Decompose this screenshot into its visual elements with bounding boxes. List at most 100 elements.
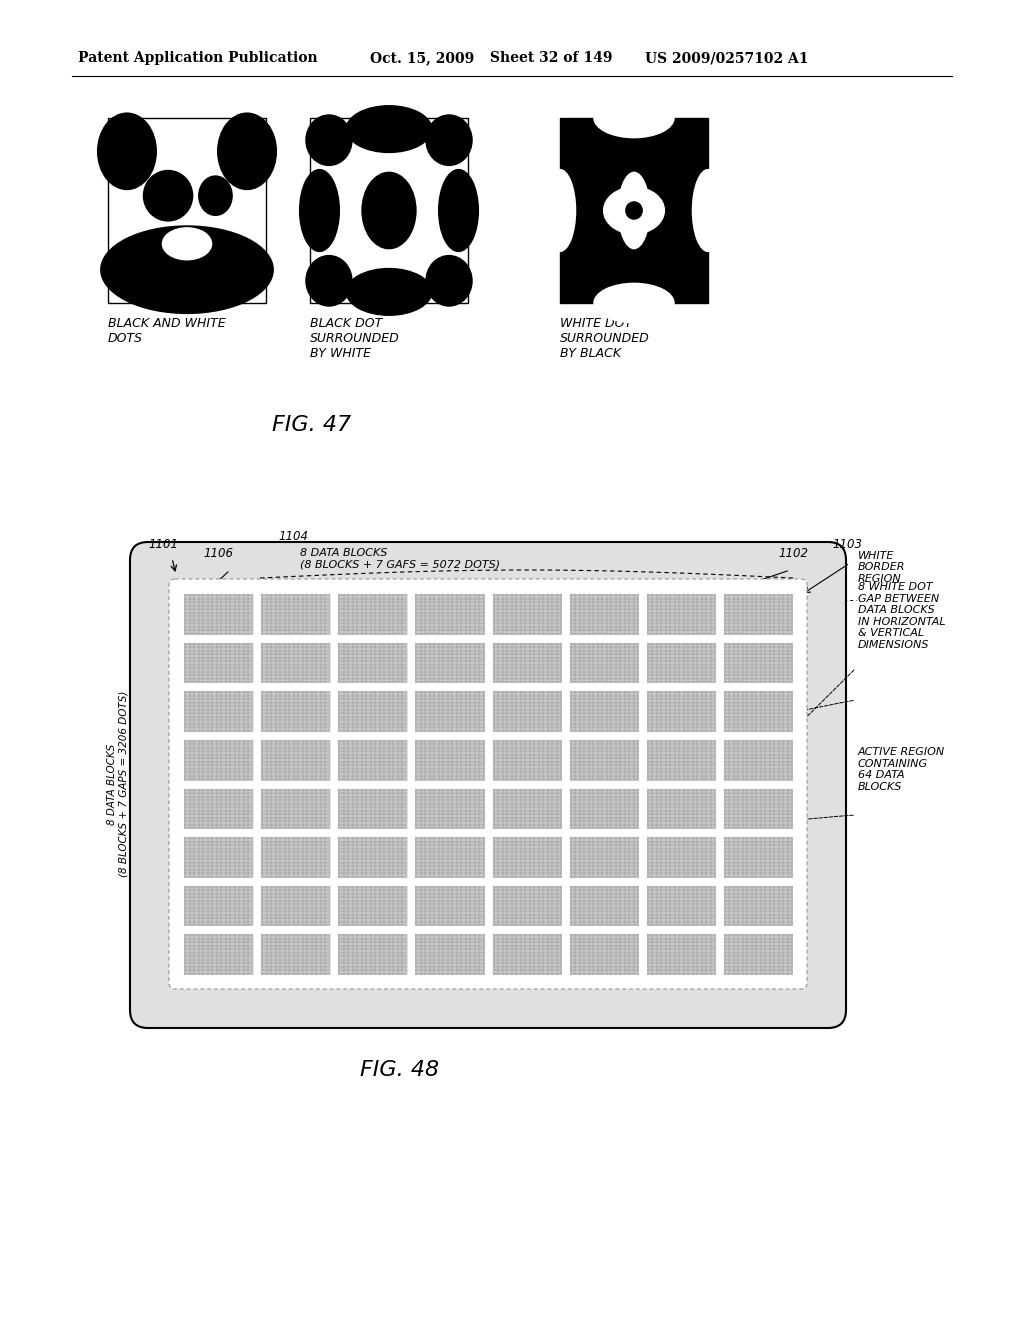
Bar (646, 739, 716, 780)
Bar (568, 836, 639, 878)
Bar (492, 836, 561, 878)
Ellipse shape (438, 169, 479, 252)
Ellipse shape (425, 115, 473, 166)
Bar (183, 884, 253, 927)
Bar (646, 593, 716, 635)
Bar (646, 884, 716, 927)
Bar (723, 739, 793, 780)
Text: US 2009/0257102 A1: US 2009/0257102 A1 (645, 51, 809, 65)
Text: Oct. 15, 2009: Oct. 15, 2009 (370, 51, 474, 65)
Text: BLACK DOT
SURROUNDED
BY WHITE: BLACK DOT SURROUNDED BY WHITE (310, 317, 399, 360)
Ellipse shape (217, 112, 278, 190)
Bar (183, 690, 253, 731)
Bar (492, 884, 561, 927)
Text: Sheet 32 of 149: Sheet 32 of 149 (490, 51, 612, 65)
Text: BLACK AND WHITE
DOTS: BLACK AND WHITE DOTS (108, 317, 225, 345)
Text: FIG. 48: FIG. 48 (360, 1060, 439, 1080)
Bar (337, 593, 408, 635)
Bar (646, 690, 716, 731)
Text: 8 WHITE DOT
GAP BETWEEN
DATA BLOCKS
IN HORIZONTAL
& VERTICAL
DIMENSIONS: 8 WHITE DOT GAP BETWEEN DATA BLOCKS IN H… (858, 582, 945, 649)
Bar (568, 884, 639, 927)
Bar (492, 933, 561, 975)
Text: 8 DATA BLOCKS
(8 BLOCKS + 7 GAFS = 5072 DOTS): 8 DATA BLOCKS (8 BLOCKS + 7 GAFS = 5072 … (300, 548, 500, 570)
Text: 1101: 1101 (148, 539, 178, 550)
Text: ACTIVE REGION
CONTAINING
64 DATA
BLOCKS: ACTIVE REGION CONTAINING 64 DATA BLOCKS (858, 747, 945, 792)
Bar (568, 933, 639, 975)
Ellipse shape (198, 176, 232, 216)
Ellipse shape (162, 227, 212, 260)
Bar (492, 642, 561, 684)
Ellipse shape (425, 255, 473, 306)
Text: Patent Application Publication: Patent Application Publication (78, 51, 317, 65)
Bar (492, 690, 561, 731)
Bar (260, 836, 331, 878)
Ellipse shape (97, 112, 157, 190)
Bar (568, 690, 639, 731)
Bar (183, 642, 253, 684)
Bar (183, 593, 253, 635)
Bar (723, 836, 793, 878)
Bar (568, 788, 639, 829)
Text: 1104: 1104 (278, 531, 308, 543)
Bar (568, 739, 639, 780)
FancyBboxPatch shape (169, 579, 807, 989)
Text: 1102: 1102 (778, 546, 808, 560)
Bar (108, 117, 266, 304)
Bar (723, 933, 793, 975)
Bar (723, 884, 793, 927)
Text: 8 DATA BLOCKS
(8 BLOCKS + 7 GAPS = 3206 DOTS): 8 DATA BLOCKS (8 BLOCKS + 7 GAPS = 3206 … (108, 690, 129, 878)
Bar (646, 788, 716, 829)
Bar (183, 836, 253, 878)
Ellipse shape (305, 255, 352, 306)
Bar (415, 642, 484, 684)
Bar (560, 117, 708, 304)
Bar (492, 739, 561, 780)
Ellipse shape (593, 282, 675, 323)
Bar (492, 593, 561, 635)
Bar (260, 788, 331, 829)
Ellipse shape (603, 186, 665, 235)
Bar (337, 836, 408, 878)
Bar (646, 836, 716, 878)
Bar (260, 642, 331, 684)
Bar (646, 933, 716, 975)
Bar (260, 884, 331, 927)
Bar (337, 739, 408, 780)
Bar (183, 788, 253, 829)
Bar (337, 642, 408, 684)
Ellipse shape (617, 172, 650, 249)
Bar (415, 884, 484, 927)
Ellipse shape (692, 169, 724, 252)
Bar (310, 117, 468, 304)
FancyBboxPatch shape (130, 543, 846, 1028)
Ellipse shape (299, 169, 340, 252)
Bar (723, 788, 793, 829)
Bar (723, 642, 793, 684)
Bar (260, 739, 331, 780)
Text: FIG. 47: FIG. 47 (272, 414, 351, 436)
Bar (723, 593, 793, 635)
Bar (337, 788, 408, 829)
Bar (415, 836, 484, 878)
Bar (492, 788, 561, 829)
Ellipse shape (361, 172, 417, 249)
Text: 1106: 1106 (203, 546, 233, 560)
Bar (337, 933, 408, 975)
Bar (415, 933, 484, 975)
Bar (415, 690, 484, 731)
Bar (415, 593, 484, 635)
Ellipse shape (305, 115, 352, 166)
Ellipse shape (544, 169, 577, 252)
Bar (337, 884, 408, 927)
Ellipse shape (345, 106, 432, 153)
Bar (260, 593, 331, 635)
Text: WHITE DOT
SURROUNDED
BY BLACK: WHITE DOT SURROUNDED BY BLACK (560, 317, 650, 360)
Bar (337, 690, 408, 731)
Bar (183, 739, 253, 780)
Bar (568, 593, 639, 635)
Bar (260, 690, 331, 731)
Ellipse shape (593, 98, 675, 139)
Ellipse shape (345, 268, 432, 315)
Bar (646, 642, 716, 684)
Text: 1103: 1103 (831, 539, 862, 550)
